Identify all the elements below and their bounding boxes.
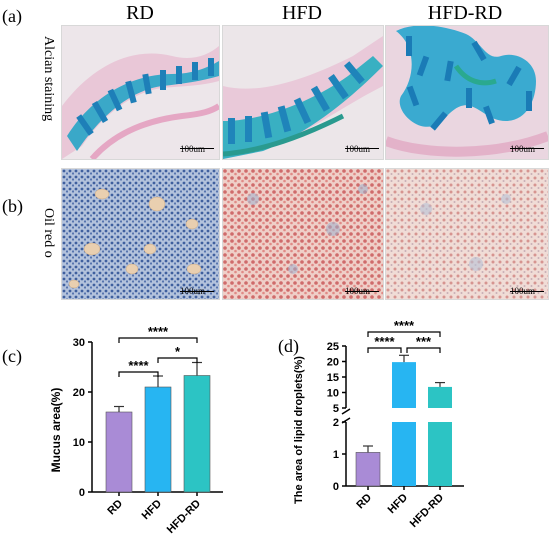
y-tick-label: 20: [327, 357, 339, 369]
y-tick-label: 25: [327, 341, 339, 353]
micrograph-oilred-rd: 100um: [61, 168, 220, 300]
scale-bar: [180, 291, 214, 292]
significance-bracket: [157, 357, 198, 363]
micrograph-oilred-hfd-rd: 100um: [385, 168, 549, 300]
bar-hfd-upper: [392, 362, 416, 408]
scale-bar-label: 100um: [345, 286, 371, 296]
bar-hfd-rd-upper: [428, 386, 452, 408]
y-axis-label: Mucus area(%): [49, 388, 63, 473]
significance-bracket: [406, 347, 441, 353]
scale-bar: [180, 148, 214, 149]
y-tick-label: 1: [333, 449, 339, 461]
y-tick-label: 0: [333, 481, 339, 493]
y-tick-label: 10: [73, 437, 85, 449]
scale-bar: [345, 291, 379, 292]
micrograph-alcian-rd: 100um: [61, 25, 220, 160]
bar-hfd-lower: [392, 422, 416, 486]
significance-label: ***: [416, 334, 432, 349]
scale-bar-label: 100um: [510, 286, 536, 296]
bar-rd: [105, 411, 133, 493]
bar-hfd: [144, 386, 172, 493]
column-header-hfd-rd: HFD-RD: [427, 2, 503, 24]
scale-bar: [345, 148, 379, 149]
axis-break-mark: [341, 408, 351, 415]
significance-bracket: [367, 347, 402, 353]
x-tick-label: HFD-RD: [165, 498, 203, 536]
x-tick-label: HFD: [140, 498, 165, 523]
row-label-oil-red: Oil red o: [41, 208, 56, 258]
significance-label: *: [175, 344, 181, 359]
bar-rd: [355, 452, 381, 487]
scale-bar-label: 100um: [510, 144, 536, 154]
scale-bar: [510, 148, 544, 149]
y-tick-label: 10: [327, 388, 339, 400]
bar-hfd-rd-lower: [428, 422, 452, 486]
y-axis-label: The area of lipid droplets(%): [293, 356, 305, 504]
y-tick-label: 30: [73, 337, 85, 349]
scale-bar: [510, 291, 544, 292]
y-tick-label: 2: [333, 417, 339, 429]
y-tick-label: 20: [73, 387, 85, 399]
micrograph-alcian-hfd-rd: 100um: [385, 25, 549, 160]
y-tick-label: 0: [79, 487, 85, 499]
bar-hfd-rd: [183, 375, 211, 493]
micrograph-alcian-hfd: 100um: [222, 25, 384, 160]
scale-bar-label: 100um: [180, 286, 206, 296]
x-tick-label: HFD: [386, 492, 411, 517]
column-header-hfd: HFD: [281, 2, 322, 24]
panel-letter-d: (d): [278, 336, 299, 356]
significance-bracket: [118, 337, 198, 343]
scale-bar-label: 100um: [180, 144, 206, 154]
x-tick-label: RD: [105, 498, 125, 518]
panel-letter-a: (a): [2, 6, 22, 26]
significance-label: ****: [128, 358, 149, 373]
panel-letter-c: (c): [2, 346, 22, 366]
significance-bracket: [118, 371, 159, 377]
scale-bar-label: 100um: [345, 144, 371, 154]
significance-bracket: [367, 331, 441, 337]
y-tick-label: 5: [333, 403, 339, 415]
x-tick-label: RD: [354, 492, 374, 512]
y-tick-label: 15: [327, 372, 339, 384]
significance-label: ****: [148, 324, 169, 339]
row-label-alcian: Alcian staining: [41, 36, 56, 122]
micrograph-oilred-hfd: 100um: [222, 168, 384, 300]
panel-letter-b: (b): [2, 196, 23, 216]
x-tick-label: HFD-RD: [408, 492, 446, 530]
column-header-rd: RD: [126, 2, 154, 24]
significance-label: ****: [374, 334, 395, 349]
significance-label: ****: [394, 318, 415, 333]
